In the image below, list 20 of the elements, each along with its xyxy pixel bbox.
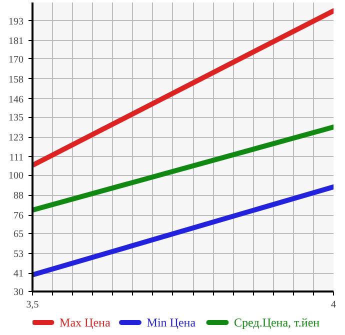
y-tick-label: 123 <box>8 132 24 144</box>
y-tick-label: 53 <box>14 248 24 260</box>
legend-label: Сред.Цена, т.йен <box>234 316 320 330</box>
y-tick-label: 193 <box>8 16 24 28</box>
y-tick-label: 30 <box>14 287 24 298</box>
x-tick-label: 3,5 <box>26 300 39 310</box>
y-tick-label: 170 <box>8 54 24 66</box>
y-tick-label: 76 <box>14 210 24 222</box>
y-tick-label: 146 <box>8 94 24 106</box>
y-tick-label: 111 <box>9 152 24 164</box>
legend-label: Max Цена <box>60 316 111 330</box>
x-tick-label: 4 <box>331 300 336 310</box>
y-tick-label: 100 <box>8 170 24 182</box>
y-tick-label: 41 <box>14 268 24 280</box>
y-tick-label: 181 <box>8 36 24 48</box>
y-tick-label: 158 <box>8 74 24 86</box>
y-tick-label: 65 <box>14 228 24 240</box>
legend-label: Min Цена <box>146 316 196 330</box>
y-tick-label: 88 <box>14 190 24 202</box>
y-tick-label: 135 <box>8 112 24 124</box>
